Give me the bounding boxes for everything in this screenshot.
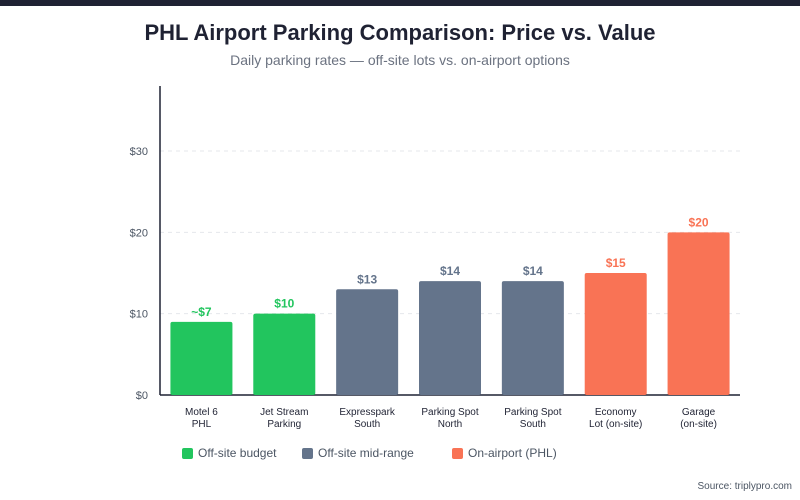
y-tick-label: $30 [130,146,148,158]
legend-item-offsite-budget: Off-site budget [182,446,277,460]
bar [419,281,481,395]
x-tick-label: Lot (on-site) [589,419,642,430]
x-tick-label: Garage [682,407,716,418]
bar-value-label: $13 [357,272,377,286]
x-tick-label: Parking [267,419,301,430]
bar-value-label: $14 [523,264,543,278]
bar [336,289,399,395]
y-tick-label: $20 [130,227,148,239]
legend-swatch-offsite-midrange [302,447,313,459]
chart-legend: Off-site budget Off-site mid-range On-ai… [0,446,800,462]
source-credit: Source: triplypro.com [697,481,792,492]
legend-swatch-offsite-budget [182,447,193,459]
bar-value-label: ~$7 [191,305,212,319]
x-tick-label: Motel 6 [185,407,218,418]
legend-label-offsite-budget: Off-site budget [198,446,277,460]
x-tick-label: Expresspark [339,407,396,418]
legend-item-offsite-midrange: Off-site mid-range [302,446,414,460]
bar [501,281,564,395]
chart-subtitle: Daily parking rates — off-site lots vs. … [230,52,570,68]
bar-value-label: $14 [440,264,460,278]
x-tick-label: South [354,419,380,430]
y-tick-label: $0 [136,390,148,402]
x-tick-label: Economy [595,407,637,418]
x-tick-label: Jet Stream [260,407,308,418]
x-tick-label: Parking Spot [504,407,561,418]
bar [253,313,316,395]
legend-label-offsite-midrange: Off-site mid-range [318,446,414,460]
x-tick-label: PHL [192,419,212,430]
x-tick-label: (on-site) [680,419,717,430]
legend-item-on-airport: On-airport (PHL) [452,446,557,460]
legend-swatch-on-airport [452,447,463,459]
bar [667,232,730,395]
x-tick-label: Parking Spot [421,407,478,418]
top-accent-bar [0,0,800,6]
bar [170,321,233,395]
chart-title: PHL Airport Parking Comparison: Price vs… [144,20,656,45]
bar [584,273,647,395]
x-tick-label: South [520,419,546,430]
y-tick-label: $10 [130,309,148,321]
bar-value-label: $20 [689,215,709,229]
legend-label-on-airport: On-airport (PHL) [468,446,557,460]
bar-value-label: $15 [606,256,626,270]
bar-value-label: $10 [274,297,294,311]
x-tick-label: North [438,419,462,430]
